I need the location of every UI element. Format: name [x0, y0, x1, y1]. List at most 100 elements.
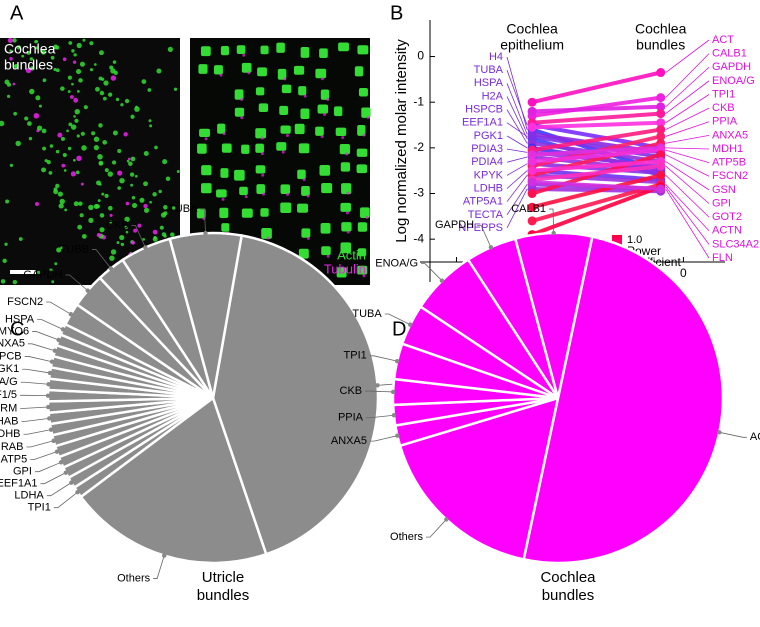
leader: [421, 263, 443, 281]
cell: [29, 88, 35, 95]
cell: [51, 280, 55, 284]
cell: [163, 205, 168, 210]
slice-label: LDHA: [14, 490, 44, 502]
cell: [201, 183, 212, 194]
point: [656, 93, 666, 103]
cell: [323, 113, 327, 117]
cell: [345, 152, 349, 156]
series-line: [531, 173, 662, 210]
cell: [341, 222, 352, 232]
cell: [261, 192, 265, 196]
cell: [40, 49, 47, 55]
cell: [76, 155, 82, 162]
leader: [506, 175, 528, 202]
cell: [173, 87, 178, 91]
cell: [315, 126, 324, 136]
cell: [116, 241, 120, 244]
series-label: GOT2: [712, 211, 742, 223]
cell: [77, 224, 83, 230]
series-label: CKB: [712, 102, 735, 114]
cell: [89, 68, 94, 72]
leader-dot: [395, 433, 400, 438]
cell: [6, 82, 12, 87]
colorbar-tick-label: 1.0: [627, 234, 642, 246]
cell: [12, 279, 18, 285]
cell: [335, 127, 347, 137]
cell: [261, 173, 265, 177]
leader: [366, 414, 394, 419]
cell: [2, 258, 7, 264]
cell: [61, 163, 66, 168]
cell: [357, 125, 366, 136]
cell: [36, 125, 43, 131]
cell: [69, 95, 74, 99]
point: [527, 122, 537, 132]
cell: [306, 236, 310, 240]
cell: [340, 202, 352, 212]
slice-label: EEF1A1: [0, 478, 37, 490]
leader-dot: [391, 413, 397, 418]
series-line: [531, 70, 662, 105]
cell: [93, 203, 99, 210]
cell: [130, 156, 136, 162]
leader-dot: [63, 470, 69, 475]
series-line: [532, 180, 661, 191]
cell: [300, 108, 310, 119]
cell: [257, 67, 267, 77]
cell: [38, 104, 42, 108]
cell: [49, 144, 54, 148]
cell: [134, 174, 138, 178]
cell: [102, 140, 107, 145]
cell: [358, 87, 368, 97]
cell: [234, 169, 245, 181]
slice-label: ENOA/G: [0, 376, 18, 388]
leader: [369, 435, 398, 442]
leader-dot: [717, 430, 722, 435]
slice-label: TUBB: [60, 243, 89, 255]
cell: [161, 232, 167, 237]
cell: [236, 45, 246, 55]
cell: [326, 254, 330, 258]
point: [656, 118, 666, 128]
series-label: MDH1: [712, 143, 743, 155]
cell: [59, 198, 65, 205]
cell: [346, 191, 350, 195]
slice-label: GAPDH: [23, 269, 62, 281]
cell: [13, 111, 17, 116]
series-label: ATP5A1: [463, 196, 503, 208]
leader-dot: [408, 322, 413, 327]
cell: [320, 77, 324, 81]
cell: [42, 78, 47, 83]
slice-label: PGK1: [0, 363, 19, 375]
cell: [255, 87, 265, 96]
cell: [300, 47, 310, 58]
leader-dot: [47, 370, 53, 376]
cell: [124, 98, 130, 104]
y-axis-label: Log normalized molar intensity: [393, 39, 410, 243]
cell: [147, 88, 152, 92]
cell: [33, 112, 40, 119]
leader: [665, 107, 710, 130]
slice-label: CKB: [340, 385, 363, 397]
cell: [71, 82, 74, 86]
cell: [143, 150, 149, 156]
cell: [128, 161, 133, 167]
panel-label: C: [10, 318, 24, 340]
leader: [40, 472, 67, 485]
cell: [83, 105, 88, 110]
series-label: CALB1: [712, 48, 747, 60]
leader: [549, 208, 555, 234]
cell: [303, 94, 307, 98]
leader: [26, 440, 54, 448]
cell: [283, 77, 287, 81]
cell: [0, 279, 6, 284]
cell: [129, 172, 135, 177]
series-label: TPI1: [712, 88, 735, 100]
slice-label: HSPA: [5, 313, 35, 325]
cell: [163, 211, 168, 216]
cell: [60, 136, 65, 141]
slice-label: ACT: [750, 431, 760, 443]
cell: [356, 265, 368, 275]
point: [656, 109, 666, 119]
leader: [506, 109, 528, 144]
